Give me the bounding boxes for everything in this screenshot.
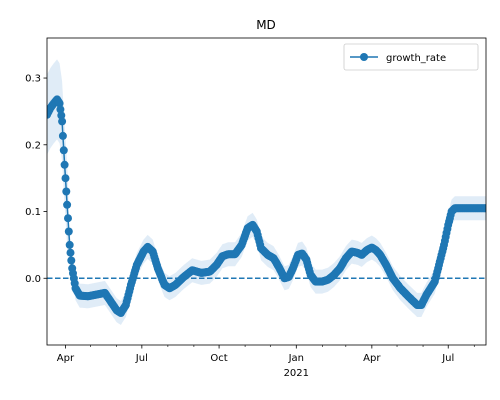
plot-frame	[46, 37, 487, 346]
y-tick-label: 0.3	[25, 74, 41, 85]
data-point	[66, 248, 75, 257]
x-tick-label: Apr	[363, 353, 381, 364]
axes: 0.0 0.1 0.2 0.3 Apr Jul Oct Jan Apr Jul 2021	[25, 37, 487, 379]
y-tick-label: 0.0	[25, 274, 41, 285]
data-point	[58, 117, 67, 126]
data-point	[60, 160, 69, 169]
data-point	[62, 187, 71, 196]
x-tick-label: Jul	[441, 353, 454, 364]
data-point	[57, 111, 66, 120]
data-point	[61, 174, 70, 183]
data-point	[58, 131, 67, 140]
data-point	[64, 227, 73, 236]
legend: growth_rate	[343, 43, 479, 71]
plot-clipped	[47, 59, 486, 326]
legend-box	[343, 43, 479, 71]
series-markers	[47, 95, 486, 317]
legend-marker	[360, 53, 368, 61]
uncertainty-band	[47, 59, 486, 326]
data-point	[63, 200, 72, 209]
data-point	[59, 146, 68, 155]
data-point	[64, 214, 72, 223]
legend-label: growth_rate	[386, 53, 446, 64]
plot-area	[47, 59, 486, 326]
x-tick-label: Jul	[135, 353, 148, 364]
data-point	[65, 240, 74, 249]
series-line	[47, 98, 486, 315]
x-tick-label: Oct	[210, 353, 227, 364]
x-year-label: 2021	[284, 368, 309, 379]
data-point	[55, 99, 64, 108]
data-point	[67, 256, 76, 265]
y-tick-label: 0.1	[25, 207, 41, 218]
y-tick-label: 0.2	[25, 140, 41, 151]
x-tick-label: Jan	[288, 353, 304, 364]
data-point	[482, 204, 486, 213]
chart-title: MD	[256, 18, 276, 32]
data-point	[56, 105, 65, 114]
x-tick-label: Apr	[57, 353, 75, 364]
